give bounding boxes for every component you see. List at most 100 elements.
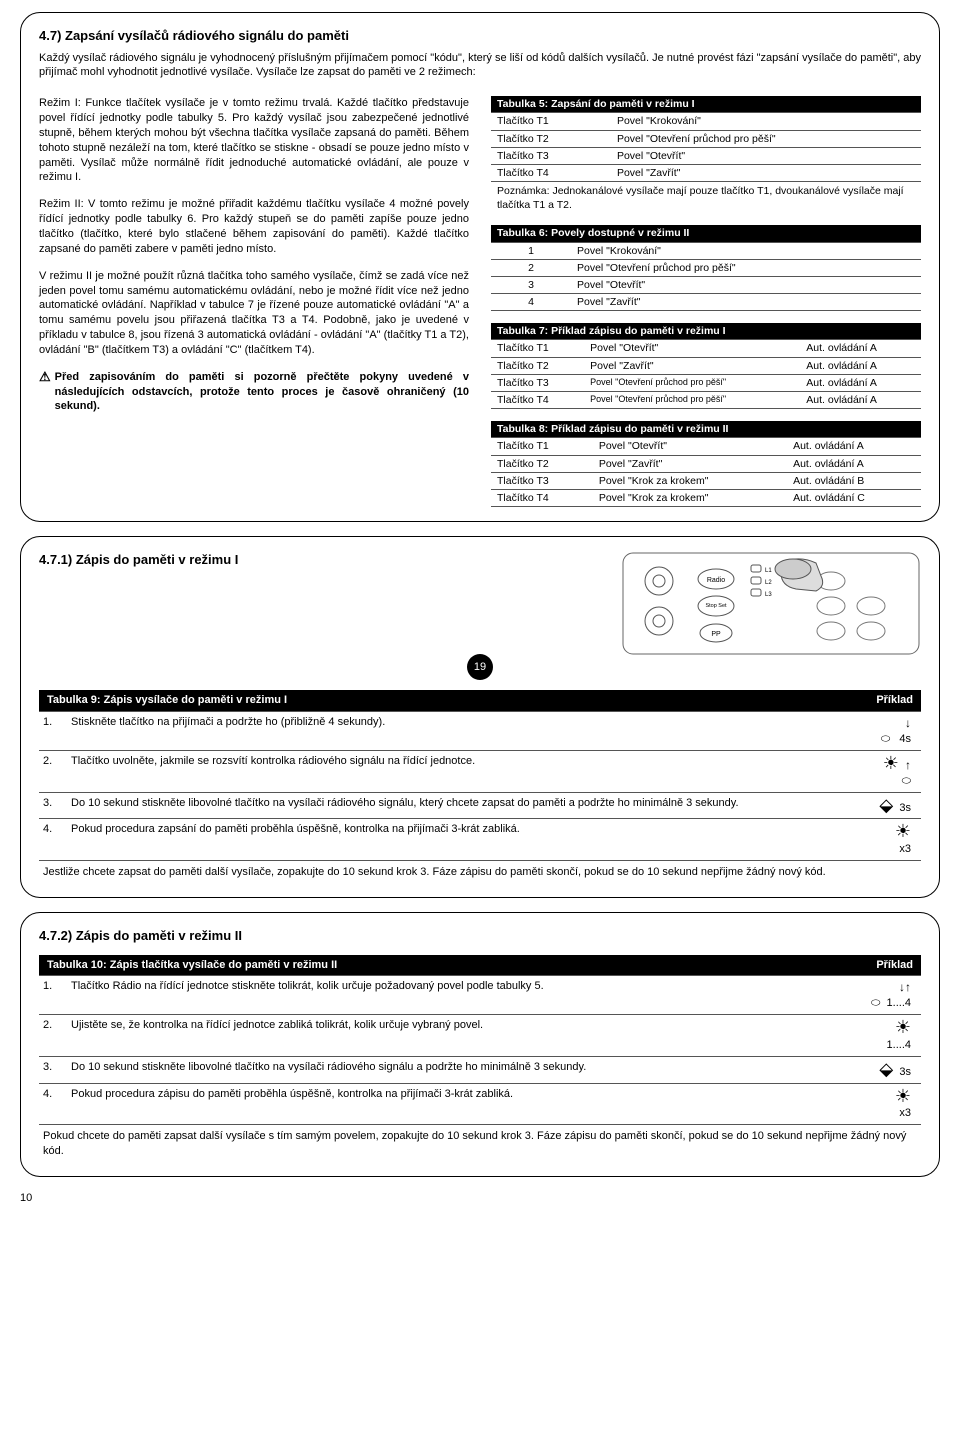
para-rezim2: Režim II: V tomto režimu je možné přiřad… bbox=[39, 197, 469, 256]
t10-r2e: ☀1....4 bbox=[831, 1015, 921, 1057]
t8-r1c3: Aut. ovládání A bbox=[787, 438, 921, 455]
t9-example: Příklad bbox=[831, 690, 921, 711]
t7-r4c2: Povel "Otevření průchod pro pěší" bbox=[584, 391, 800, 408]
t8-r2c2: Povel "Zavřít" bbox=[593, 455, 787, 472]
t9-r3t: Do 10 sekund stiskněte libovolné tlačítk… bbox=[67, 792, 831, 819]
t7-r2c1: Tlačítko T2 bbox=[491, 357, 584, 374]
t10-footer: Pokud chcete do paměti zapsat další vysí… bbox=[39, 1125, 921, 1162]
warning: ⚠ Před zapisováním do paměti si pozorně … bbox=[39, 370, 469, 415]
t7-r1c1: Tlačítko T1 bbox=[491, 340, 584, 357]
table-6: Tabulka 6: Povely dostupné v režimu II 1… bbox=[491, 225, 921, 311]
t5-note: Poznámka: Jednokanálové vysílače mají po… bbox=[491, 182, 921, 214]
t10-r1e: ↓↑⬭ 1....4 bbox=[831, 976, 921, 1015]
t8-r3c1: Tlačítko T3 bbox=[491, 472, 593, 489]
t9-r3e: ⬙ 3s bbox=[831, 792, 921, 819]
t10-title: Tabulka 10: Zápis tlačítka vysílače do p… bbox=[39, 955, 831, 976]
t7-r4c1: Tlačítko T4 bbox=[491, 391, 584, 408]
table-8: Tabulka 8: Příklad zápisu do paměti v re… bbox=[491, 421, 921, 507]
t9-r1e: ↓⬭ 4s bbox=[831, 711, 921, 750]
t9-r4e: ☀x3 bbox=[831, 819, 921, 861]
table-5: Tabulka 5: Zapsání do paměti v režimu I … bbox=[491, 96, 921, 213]
t6-r1c2: Povel "Krokování" bbox=[571, 242, 921, 259]
t8-r4c1: Tlačítko T4 bbox=[491, 489, 593, 506]
t7-r1c3: Aut. ovládání A bbox=[800, 340, 921, 357]
t8-r3c3: Aut. ovládání B bbox=[787, 472, 921, 489]
t7-r3c3: Aut. ovládání A bbox=[800, 374, 921, 391]
t8-title: Tabulka 8: Příklad zápisu do paměti v re… bbox=[491, 421, 921, 438]
t7-r4c3: Aut. ovládání A bbox=[800, 391, 921, 408]
t6-r2c1: 2 bbox=[491, 259, 571, 276]
title-472: 4.7.2) Zápis do paměti v režimu II bbox=[39, 927, 921, 945]
t7-r1c2: Povel "Otevřít" bbox=[584, 340, 800, 357]
para-rezim2b: V režimu II je možné použít různá tlačít… bbox=[39, 269, 469, 358]
t10-r4t: Pokud procedura zápisu do paměti proběhl… bbox=[67, 1083, 831, 1125]
t9-r4t: Pokud procedura zapsání do paměti proběh… bbox=[67, 819, 831, 861]
svg-text:L2: L2 bbox=[765, 580, 772, 586]
t9-r1t: Stiskněte tlačítko na přijímači a podržt… bbox=[67, 711, 831, 750]
panel-471: 4.7.1) Zápis do paměti v režimu I Radio … bbox=[20, 536, 940, 898]
svg-text:L3: L3 bbox=[765, 592, 772, 598]
t10-r2n: 2. bbox=[39, 1015, 67, 1057]
col-left: Režim I: Funkce tlačítek vysílače je v t… bbox=[39, 96, 469, 507]
t7-r3c2: Povel "Otevření průchod pro pěší" bbox=[584, 374, 800, 391]
t5-r3c2: Povel "Otevřít" bbox=[611, 147, 921, 164]
t9-r1n: 1. bbox=[39, 711, 67, 750]
title-471: 4.7.1) Zápis do paměti v režimu I bbox=[39, 551, 238, 569]
t5-r3c1: Tlačítko T3 bbox=[491, 147, 611, 164]
t5-r2c2: Povel "Otevření průchod pro pěší" bbox=[611, 130, 921, 147]
illustration-receiver: Radio Stop Set PP L1 L2 L3 bbox=[621, 551, 921, 656]
page-footer: 10 bbox=[20, 1191, 940, 1206]
panel-47: 4.7) Zapsání vysílačů rádiového signálu … bbox=[20, 12, 940, 522]
t7-r2c2: Povel "Zavřít" bbox=[584, 357, 800, 374]
t9-r2n: 2. bbox=[39, 750, 67, 792]
t6-r3c1: 3 bbox=[491, 276, 571, 293]
t6-r3c2: Povel "Otevřít" bbox=[571, 276, 921, 293]
t10-r2t: Ujistěte se, že kontrolka na řídící jedn… bbox=[67, 1015, 831, 1057]
svg-text:PP: PP bbox=[711, 631, 721, 638]
panel-472: 4.7.2) Zápis do paměti v režimu II Tabul… bbox=[20, 912, 940, 1177]
svg-text:L1: L1 bbox=[765, 568, 772, 574]
intro-47: Každý vysílač rádiového signálu je vyhod… bbox=[39, 51, 921, 81]
t8-r4c2: Povel "Krok za krokem" bbox=[593, 489, 787, 506]
t10-example: Příklad bbox=[831, 955, 921, 976]
t5-title: Tabulka 5: Zapsání do paměti v režimu I bbox=[491, 96, 921, 113]
t5-r1c1: Tlačítko T1 bbox=[491, 113, 611, 130]
t7-r2c3: Aut. ovládání A bbox=[800, 357, 921, 374]
page-number-19: 19 bbox=[467, 654, 493, 680]
t7-title: Tabulka 7: Příklad zápisu do paměti v re… bbox=[491, 323, 921, 340]
t5-r4c2: Povel "Zavřít" bbox=[611, 164, 921, 181]
t9-title: Tabulka 9: Zápis vysílače do paměti v re… bbox=[39, 690, 831, 711]
t9-r2t: Tlačítko uvolněte, jakmile se rozsvítí k… bbox=[67, 750, 831, 792]
t10-r4e: ☀x3 bbox=[831, 1083, 921, 1125]
t9-r2e: ☀ ↑⬭ bbox=[831, 750, 921, 792]
t10-r3t: Do 10 sekund stiskněte libovolné tlačítk… bbox=[67, 1056, 831, 1083]
t5-r1c2: Povel "Krokování" bbox=[611, 113, 921, 130]
t6-r2c2: Povel "Otevření průchod pro pěší" bbox=[571, 259, 921, 276]
t8-r4c3: Aut. ovládání C bbox=[787, 489, 921, 506]
t6-r1c1: 1 bbox=[491, 242, 571, 259]
t8-r2c3: Aut. ovládání A bbox=[787, 455, 921, 472]
table-7: Tabulka 7: Příklad zápisu do paměti v re… bbox=[491, 323, 921, 409]
t7-r3c1: Tlačítko T3 bbox=[491, 374, 584, 391]
two-col: Režim I: Funkce tlačítek vysílače je v t… bbox=[39, 96, 921, 507]
t8-r3c2: Povel "Krok za krokem" bbox=[593, 472, 787, 489]
table-10: Tabulka 10: Zápis tlačítka vysílače do p… bbox=[39, 955, 921, 1162]
t10-r3n: 3. bbox=[39, 1056, 67, 1083]
t10-r4n: 4. bbox=[39, 1083, 67, 1125]
t6-r4c1: 4 bbox=[491, 294, 571, 311]
il-radio: Radio bbox=[707, 577, 725, 584]
t10-r1t: Tlačítko Rádio na řídící jednotce stiskn… bbox=[67, 976, 831, 1015]
t5-r4c1: Tlačítko T4 bbox=[491, 164, 611, 181]
t9-footer: Jestliže chcete zapsat do paměti další v… bbox=[39, 861, 921, 883]
svg-text:Stop Set: Stop Set bbox=[705, 603, 727, 609]
t10-r1n: 1. bbox=[39, 976, 67, 1015]
title-47: 4.7) Zapsání vysílačů rádiového signálu … bbox=[39, 27, 921, 45]
table-9: Tabulka 9: Zápis vysílače do paměti v re… bbox=[39, 690, 921, 883]
t6-r4c2: Povel "Zavřít" bbox=[571, 294, 921, 311]
t8-r2c1: Tlačítko T2 bbox=[491, 455, 593, 472]
t9-r3n: 3. bbox=[39, 792, 67, 819]
col-right: Tabulka 5: Zapsání do paměti v režimu I … bbox=[491, 96, 921, 507]
t8-r1c1: Tlačítko T1 bbox=[491, 438, 593, 455]
t9-r4n: 4. bbox=[39, 819, 67, 861]
t5-r2c1: Tlačítko T2 bbox=[491, 130, 611, 147]
